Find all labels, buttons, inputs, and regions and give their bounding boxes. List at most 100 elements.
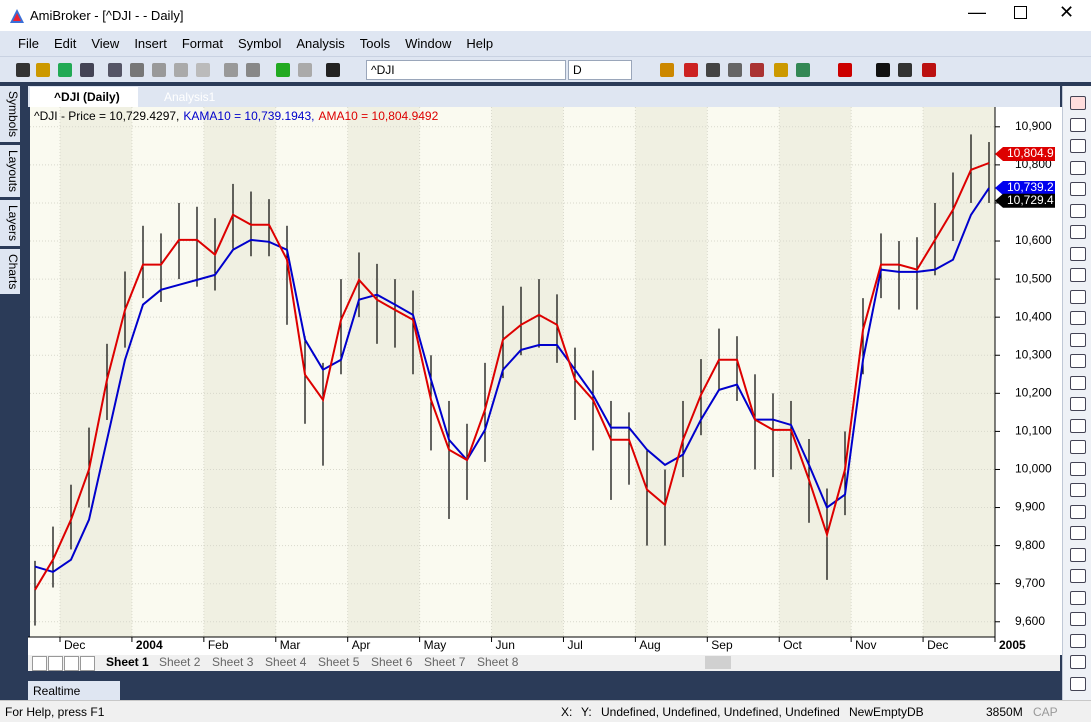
sheet-tab[interactable]: Sheet 3: [212, 655, 254, 669]
toolbar-icon[interactable]: [108, 63, 122, 77]
tool-icon[interactable]: [1070, 461, 1086, 476]
document-tabs: ^DJI (Daily) Analysis1: [28, 86, 1060, 107]
tool-icon[interactable]: [1070, 504, 1086, 519]
tool-icon[interactable]: [1070, 397, 1086, 411]
sheet-tab[interactable]: Sheet 7: [424, 655, 466, 669]
menu-item[interactable]: Insert: [134, 36, 167, 51]
toolbar-icon[interactable]: [298, 63, 312, 77]
toolbar-icon[interactable]: [224, 63, 238, 77]
x-tick-label: Dec: [927, 638, 948, 652]
tool-icon[interactable]: [1070, 483, 1086, 497]
toolbar-icon[interactable]: [876, 63, 890, 77]
menu-item[interactable]: View: [91, 36, 120, 51]
toolbar-icon[interactable]: [922, 63, 936, 77]
sheet-nav-button[interactable]: [48, 656, 63, 671]
toolbar-icon[interactable]: [728, 63, 742, 77]
header-part: ^DJI - Price = 10,729.4297,: [34, 109, 179, 123]
tool-icon[interactable]: [1070, 160, 1086, 175]
y-tick-label: 9,700: [1015, 576, 1045, 590]
x-tick-label: Nov: [855, 638, 876, 652]
sheet-nav-button[interactable]: [64, 656, 79, 671]
tool-icon[interactable]: [1070, 96, 1086, 110]
tool-icon[interactable]: [1070, 182, 1086, 196]
toolbar-icon[interactable]: [276, 63, 290, 77]
menu-item[interactable]: Tools: [359, 36, 391, 51]
sheet-tab[interactable]: Sheet 6: [371, 655, 413, 669]
tool-icon[interactable]: [1070, 225, 1086, 239]
sheet-nav-button[interactable]: [32, 656, 47, 671]
tool-icon[interactable]: [1070, 676, 1086, 691]
sheet-nav-button[interactable]: [80, 656, 95, 671]
menu-item[interactable]: Format: [181, 36, 223, 51]
x-tick-label: 2005: [999, 638, 1026, 652]
tool-icon[interactable]: [1070, 332, 1086, 347]
toolbar-icon[interactable]: [152, 63, 166, 77]
toolbar-icon[interactable]: [80, 63, 94, 77]
toolbar-icon[interactable]: [706, 63, 720, 77]
tool-icon[interactable]: [1070, 547, 1086, 562]
side-tab[interactable]: Symbols: [0, 86, 20, 143]
minimize-button[interactable]: —: [968, 2, 986, 22]
symbol-box[interactable]: ^DJI: [366, 60, 566, 80]
toolbar-icon[interactable]: [16, 63, 30, 77]
tool-icon[interactable]: [1070, 203, 1086, 218]
tool-icon[interactable]: [1070, 246, 1086, 261]
toolbar-icon[interactable]: [660, 63, 674, 77]
menu-item[interactable]: Edit: [53, 36, 77, 51]
maximize-button[interactable]: [1014, 6, 1027, 19]
toolbar-icon[interactable]: [36, 63, 50, 77]
sheet-tab[interactable]: Sheet 5: [318, 655, 360, 669]
toolbar-icon[interactable]: [174, 63, 188, 77]
close-button[interactable]: ✕: [1059, 2, 1075, 22]
interval-box[interactable]: D: [568, 60, 632, 80]
toolbar-icon[interactable]: [774, 63, 788, 77]
side-tab[interactable]: Charts: [0, 249, 20, 295]
tool-icon[interactable]: [1070, 633, 1086, 648]
side-tab[interactable]: Layers: [0, 200, 20, 247]
toolbar-icon[interactable]: [898, 63, 912, 77]
toolbar-icon[interactable]: [196, 63, 210, 77]
tool-icon[interactable]: [1070, 569, 1086, 583]
document-tab[interactable]: ^DJI (Daily): [30, 87, 138, 107]
tool-icon[interactable]: [1070, 289, 1086, 304]
menu-item[interactable]: Symbol: [238, 36, 282, 51]
tool-icon[interactable]: [1070, 418, 1086, 433]
realtime-quote-tab[interactable]: Realtime Quote: [28, 681, 120, 712]
status-x: X:: [561, 705, 573, 719]
scroll-thumb[interactable]: [705, 656, 731, 669]
toolbar-icon[interactable]: [130, 63, 144, 77]
x-tick-label: Feb: [208, 638, 229, 652]
status-info: Undefined, Undefined, Undefined, Undefin…: [601, 705, 840, 719]
tool-icon[interactable]: [1070, 440, 1086, 454]
toolbar-icon[interactable]: [58, 63, 72, 77]
value-box: [995, 181, 1055, 196]
tool-icon[interactable]: [1070, 590, 1086, 605]
tool-icon[interactable]: [1070, 375, 1086, 390]
sheet-tab[interactable]: Sheet 1: [106, 655, 149, 669]
menu-item[interactable]: File: [18, 36, 39, 51]
sheet-tab[interactable]: Sheet 2: [159, 655, 201, 669]
menu-item[interactable]: Help: [466, 36, 494, 51]
tool-icon[interactable]: [1070, 139, 1086, 153]
x-tick-label: Apr: [352, 638, 371, 652]
menu-item[interactable]: Window: [405, 36, 452, 51]
toolbar-icon[interactable]: [326, 63, 340, 77]
tool-icon[interactable]: [1070, 268, 1086, 282]
tool-icon[interactable]: [1070, 612, 1086, 626]
menu-item[interactable]: Analysis: [296, 36, 345, 51]
toolbar-icon[interactable]: [838, 63, 852, 77]
tool-icon[interactable]: [1070, 354, 1086, 368]
tool-icon[interactable]: [1070, 655, 1086, 669]
tool-icon[interactable]: [1070, 311, 1086, 325]
sheet-tab[interactable]: Sheet 8: [477, 655, 519, 669]
y-tick-label: 9,800: [1015, 538, 1045, 552]
side-tab[interactable]: Layouts: [0, 145, 20, 198]
sheet-tab[interactable]: Sheet 4: [265, 655, 307, 669]
toolbar-icon[interactable]: [246, 63, 260, 77]
toolbar-icon[interactable]: [796, 63, 810, 77]
toolbar-icon[interactable]: [684, 63, 698, 77]
document-tab[interactable]: Analysis1: [140, 87, 230, 107]
toolbar-icon[interactable]: [750, 63, 764, 77]
tool-icon[interactable]: [1070, 526, 1086, 540]
tool-icon[interactable]: [1070, 117, 1086, 132]
